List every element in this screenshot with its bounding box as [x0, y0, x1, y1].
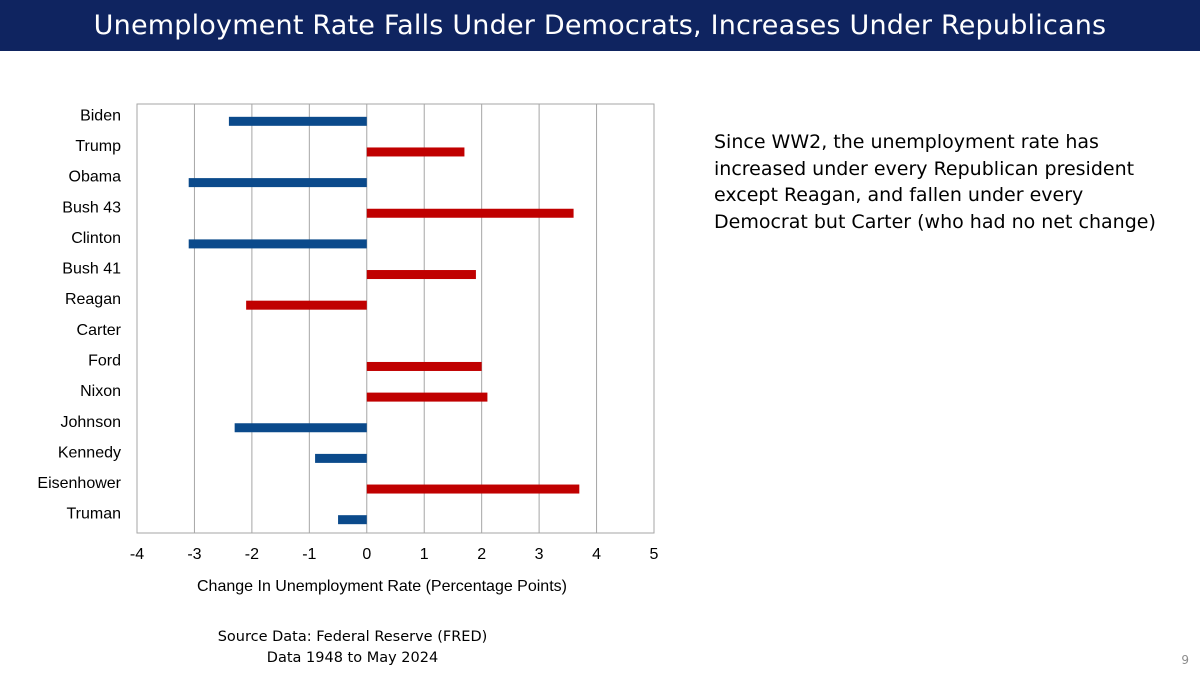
- category-label: Carter: [77, 322, 122, 339]
- source-line: Source Data: Federal Reserve (FRED): [217, 629, 488, 645]
- category-label: Bush 41: [62, 261, 121, 278]
- x-tick-label: -4: [130, 546, 144, 563]
- category-label: Kennedy: [58, 444, 121, 461]
- x-tick-label: 1: [420, 546, 429, 563]
- x-tick-label: 2: [477, 546, 486, 563]
- bar-reagan: [246, 300, 367, 310]
- x-axis-label: Change In Unemployment Rate (Percentage …: [197, 578, 567, 595]
- gridlines: [193, 104, 598, 533]
- bar-trump: [366, 147, 465, 157]
- x-tick-label: -3: [187, 546, 201, 563]
- slide-title: Unemployment Rate Falls Under Democrats,…: [0, 0, 1200, 51]
- bar-eisenhower: [366, 484, 580, 494]
- bar-bush-43: [366, 208, 574, 218]
- x-tick-label: -1: [302, 546, 316, 563]
- category-label: Johnson: [61, 414, 122, 431]
- category-label: Truman: [66, 506, 121, 523]
- page-number: 9: [1181, 653, 1189, 667]
- bar-clinton: [188, 239, 367, 249]
- bar-obama: [188, 178, 367, 188]
- bar-kennedy: [315, 453, 367, 463]
- date-range-line: Data 1948 to May 2024: [266, 650, 439, 666]
- bars: [188, 116, 580, 525]
- x-tick-label: 4: [592, 546, 601, 563]
- x-tick-label: -2: [245, 546, 259, 563]
- category-label: Bush 43: [62, 199, 121, 216]
- category-label: Reagan: [65, 291, 121, 308]
- bar-truman: [338, 515, 367, 525]
- category-label: Ford: [88, 352, 121, 369]
- x-tick-label: 3: [535, 546, 544, 563]
- category-label: Eisenhower: [37, 475, 121, 492]
- category-label: Nixon: [80, 383, 121, 400]
- bar-biden: [228, 116, 367, 126]
- x-tick-labels: -4 -3 -2 -1 0 1 2 3 4 5: [130, 546, 659, 563]
- bar-ford: [366, 361, 482, 371]
- bar-johnson: [234, 423, 367, 433]
- x-tick-label: 5: [650, 546, 659, 563]
- category-label: Trump: [75, 138, 121, 155]
- bar-bush-41: [366, 270, 476, 280]
- plot-area-frame: [136, 103, 655, 534]
- x-tick-label: 0: [362, 546, 371, 563]
- annotation-text: Since WW2, the unemployment rate has inc…: [714, 131, 1156, 233]
- category-label: Obama: [69, 169, 122, 186]
- bar-nixon: [366, 392, 488, 402]
- source-note: Source Data: Federal Reserve (FRED) Data…: [200, 627, 505, 669]
- category-labels: Biden Trump Obama Bush 43 Clinton Bush 41 Reag…: [37, 107, 121, 522]
- category-label: Biden: [80, 107, 121, 124]
- category-label: Clinton: [71, 230, 121, 247]
